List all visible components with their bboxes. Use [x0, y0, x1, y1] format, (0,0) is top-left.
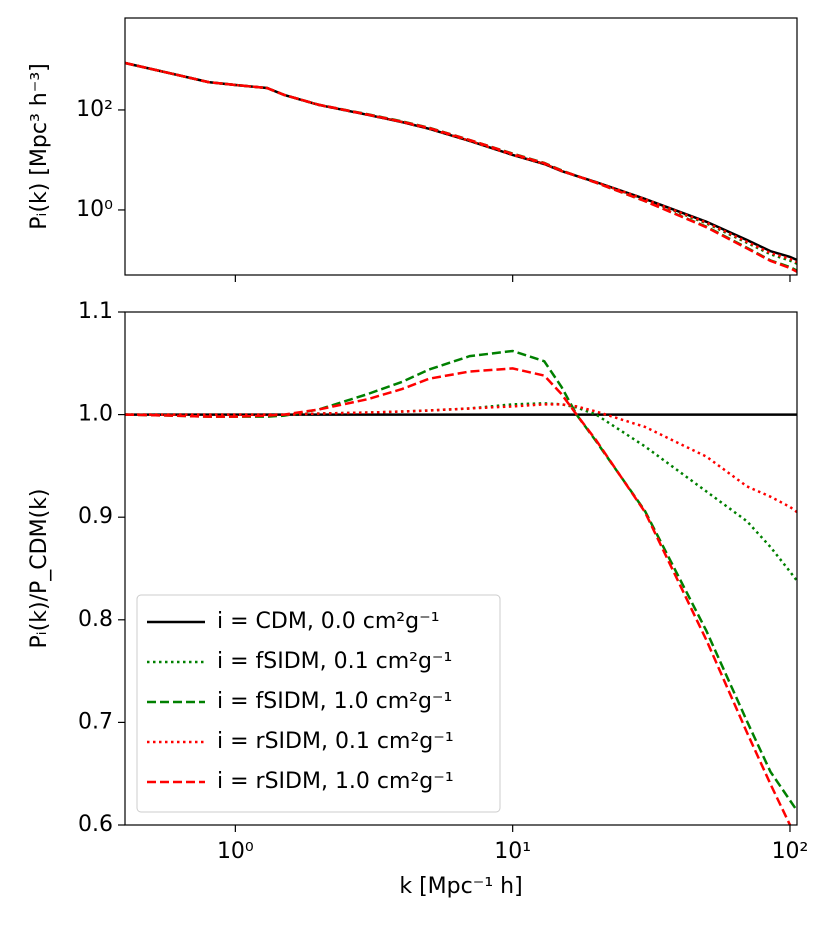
legend-label: i = fSIDM, 1.0 cm²g⁻¹ [217, 689, 452, 714]
series-line [125, 61, 797, 265]
legend-label: i = CDM, 0.0 cm²g⁻¹ [217, 609, 440, 634]
series-line [125, 402, 797, 582]
y-tick-label: 1.0 [78, 402, 113, 427]
y-tick-label: 10² [76, 97, 113, 122]
y-axis-label: Pᵢ(k)/P_CDM(k) [27, 489, 52, 649]
legend-label: i = rSIDM, 1.0 cm²g⁻¹ [217, 769, 454, 794]
series-line [125, 61, 797, 272]
y-axis-label: Pᵢ(k) [Mpc³ h⁻³] [27, 63, 52, 230]
x-tick-label: 10⁰ [217, 839, 254, 864]
series-line [125, 367, 792, 825]
series-line [125, 61, 797, 264]
legend-label: i = fSIDM, 0.1 cm²g⁻¹ [217, 649, 452, 674]
y-tick-label: 10⁰ [76, 197, 113, 222]
series-line [125, 61, 797, 262]
axes-frame [124, 17, 798, 276]
x-tick-label: 10² [772, 839, 809, 864]
series-line [125, 349, 797, 812]
legend-box [136, 594, 501, 813]
plot-area [125, 61, 797, 273]
x-tick-label: 10¹ [494, 839, 531, 864]
y-tick-label: 0.6 [78, 812, 113, 837]
y-tick-label: 0.7 [78, 709, 113, 734]
series-line [125, 403, 797, 514]
plot-area [125, 349, 797, 825]
series-line [125, 61, 797, 273]
y-tick-label: 1.1 [78, 299, 113, 324]
x-axis-label: k [Mpc⁻¹ h] [399, 874, 522, 899]
y-tick-label: 0.9 [78, 504, 113, 529]
legend-label: i = rSIDM, 0.1 cm²g⁻¹ [217, 729, 454, 754]
axes-frame [124, 311, 798, 826]
y-tick-label: 0.8 [78, 607, 113, 632]
